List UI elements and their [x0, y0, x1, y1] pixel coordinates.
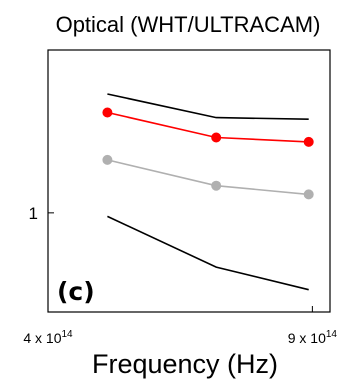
x-axis-label: Frequency (Hz) — [92, 349, 278, 379]
series-2-point — [102, 107, 113, 118]
series-layer — [102, 93, 314, 291]
x-tick-label: 9 x 1014 — [288, 329, 338, 346]
series-2-point — [211, 132, 222, 143]
panel-label: (c) — [57, 277, 95, 306]
plot-frame — [47, 49, 331, 313]
tick-layer: 4 x 1014 9 x 1014 1 — [23, 204, 337, 346]
series-3-point — [211, 180, 222, 191]
series-line-2 — [107, 111, 309, 143]
series-line-3 — [107, 159, 309, 196]
series-line-1 — [107, 93, 309, 120]
series-3-point — [303, 189, 314, 200]
series-line-4 — [107, 215, 309, 291]
x-tick-label: 4 x 1014 — [23, 329, 73, 346]
y-tick-label: 1 — [29, 204, 38, 223]
series-3-point — [102, 154, 113, 165]
series-2-point — [303, 136, 314, 147]
chart-title: Optical (WHT/ULTRACAM) — [56, 12, 321, 37]
